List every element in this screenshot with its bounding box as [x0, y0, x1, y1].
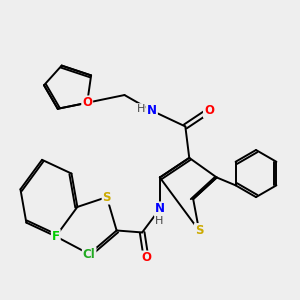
Text: O: O [141, 251, 151, 265]
Text: O: O [204, 104, 214, 117]
Text: N: N [155, 202, 165, 215]
Text: S: S [103, 190, 111, 204]
Text: H: H [155, 216, 163, 226]
Text: S: S [195, 224, 203, 237]
Text: F: F [52, 230, 60, 243]
Text: H: H [137, 104, 145, 114]
Text: Cl: Cl [83, 248, 95, 260]
Text: O: O [82, 96, 92, 110]
Text: N: N [147, 104, 157, 117]
